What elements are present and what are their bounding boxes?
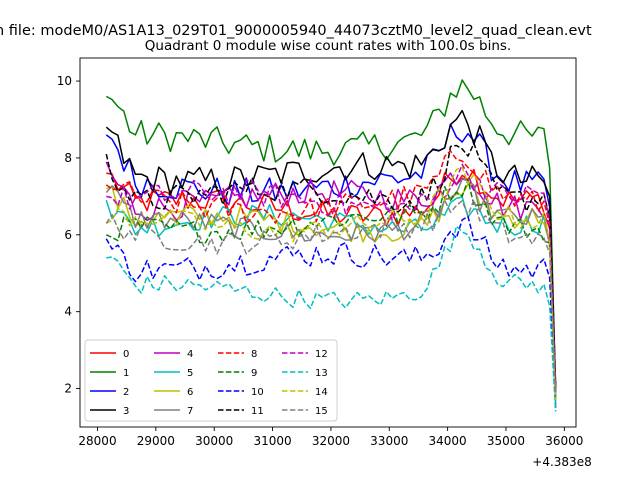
series-line-11 [105, 142, 557, 389]
y-axis: 2 4 6 8 10 [57, 74, 80, 396]
x-axis: 28000 29000 30000 31000 32000 33000 34000 35000… [78, 427, 583, 448]
legend-label-15: 15 [315, 406, 328, 417]
legend-label-14: 14 [315, 387, 328, 398]
figure-suptitle: n file: modeM0/AS1A13_029T01_9000005940_… [0, 23, 592, 39]
legend-label-6: 6 [187, 387, 193, 398]
series-layer [105, 79, 557, 412]
legend-label-12: 12 [315, 349, 328, 360]
x-tick-label: 31000 [253, 434, 291, 448]
legend-label-5: 5 [187, 368, 193, 379]
x-tick-label: 28000 [78, 434, 116, 448]
axes-frame [79, 57, 577, 428]
series-line-9 [105, 179, 557, 401]
series-line-10 [105, 215, 557, 408]
series-line-8 [105, 150, 557, 397]
x-tick-label: 33000 [370, 434, 408, 448]
legend-label-7: 7 [187, 406, 193, 417]
legend-label-10: 10 [251, 387, 264, 398]
x-tick-label: 35000 [487, 434, 525, 448]
legend-label-0: 0 [123, 349, 129, 360]
legend-label-8: 8 [251, 349, 257, 360]
y-tick-label: 2 [64, 382, 72, 396]
x-tick-label: 29000 [137, 434, 175, 448]
x-tick-label: 32000 [312, 434, 350, 448]
series-line-4 [105, 161, 557, 389]
x-tick-label: 30000 [195, 434, 233, 448]
series-line-2 [105, 123, 557, 393]
x-tick-label: 36000 [545, 434, 583, 448]
legend-label-11: 11 [251, 406, 264, 417]
series-line-3 [105, 109, 557, 385]
legend-label-13: 13 [315, 368, 328, 379]
y-tick-label: 6 [64, 228, 72, 242]
y-tick-label: 8 [64, 151, 72, 165]
legend-label-1: 1 [123, 368, 129, 379]
legend-frame [84, 339, 338, 422]
series-line-7 [105, 178, 557, 393]
series-line-15 [105, 198, 557, 397]
legend-label-2: 2 [123, 387, 129, 398]
series-line-5 [105, 196, 557, 404]
legend-label-9: 9 [251, 368, 257, 379]
series-line-1 [105, 79, 557, 389]
plot-area: 28000 29000 30000 31000 32000 33000 34000 35000… [57, 57, 583, 448]
series-line-14 [105, 166, 557, 401]
chart-title: Quadrant 0 module wise count rates with … [145, 38, 511, 54]
legend-label-4: 4 [187, 349, 193, 360]
y-tick-label: 10 [57, 74, 72, 88]
x-offset-label: +4.383e8 [532, 455, 591, 469]
legend-label-3: 3 [123, 406, 129, 417]
series-line-13 [106, 225, 557, 412]
series-line-12 [106, 163, 557, 393]
y-tick-label: 4 [64, 305, 72, 319]
x-tick-label: 34000 [429, 434, 467, 448]
